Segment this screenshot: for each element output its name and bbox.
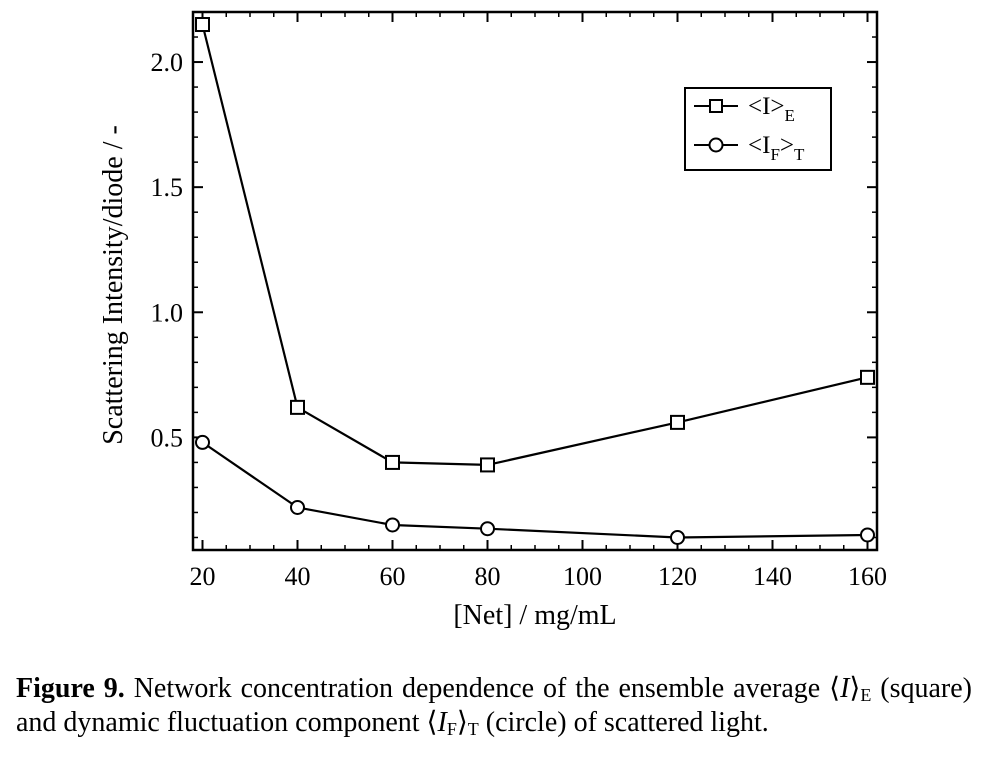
data-point-circle-60 <box>385 517 400 533</box>
x-tick-label-100: 100 <box>563 562 602 591</box>
x-tick-label-20: 20 <box>190 562 216 591</box>
data-point-circle-40 <box>290 499 305 515</box>
legend-label-fluctuation-sub-inner: F <box>770 145 779 164</box>
data-point-circle-20 <box>195 434 210 450</box>
caption-sub-2: F <box>446 719 457 739</box>
caption-sub-1: E <box>860 685 872 705</box>
legend-marker-circle <box>708 137 724 153</box>
legend-label-fluctuation-main: <I <box>748 132 770 159</box>
series-line-ensemble-average <box>201 24 868 467</box>
y-tick-label-1.5: 1.5 <box>151 173 184 202</box>
legend-marker-square <box>709 99 723 113</box>
data-point-square-40 <box>290 399 305 415</box>
x-tick-label-140: 140 <box>753 562 792 591</box>
chart: 20 40 60 80 100 120 140 160 0.5 1.0 1.5 2.0 [Net] /… <box>98 10 888 631</box>
caption-text-5: (circle) of scattered light. <box>478 707 769 738</box>
caption-text-3: (square) and dynamic fluctuation compone… <box>16 673 972 738</box>
series-lines <box>201 24 868 539</box>
caption-italic-1: I <box>840 673 850 704</box>
x-tick-label-120: 120 <box>658 562 697 591</box>
caption-text-4: ⟩ <box>456 707 468 738</box>
series-markers <box>195 17 875 545</box>
data-point-circle-80 <box>480 521 495 537</box>
series-line-fluctuation <box>201 441 868 539</box>
legend-label-fluctuation-sub: T <box>794 145 805 164</box>
y-tick-label-2: 2.0 <box>151 48 184 77</box>
data-point-square-80 <box>480 457 495 473</box>
data-point-square-20 <box>195 17 210 33</box>
legend-label-intensity-sub: E <box>785 106 795 125</box>
caption-italic-2: I <box>437 707 447 738</box>
legend-label-fluctuation-mid: > <box>780 132 794 159</box>
legend-label-fluctuation: <IF>T <box>748 132 805 164</box>
x-tick-label-80: 80 <box>475 562 501 591</box>
data-point-circle-160 <box>860 527 875 543</box>
caption-sub-3: T <box>467 719 479 739</box>
legend-label-intensity: <I>E <box>748 93 795 125</box>
x-tick-label-60: 60 <box>380 562 406 591</box>
legend: <I>E <IF>T <box>684 87 832 171</box>
caption-label: Figure 9. <box>16 673 125 704</box>
data-point-circle-120 <box>670 529 685 545</box>
tick-labels: 20 40 60 80 100 120 140 160 0.5 1.0 1.5 2.0 <box>151 48 888 591</box>
caption-text-2: ⟩ <box>849 673 861 704</box>
caption-text-1: Network concentration dependence of the … <box>124 673 841 704</box>
data-point-square-160 <box>860 369 875 385</box>
data-point-square-120 <box>670 414 685 430</box>
data-point-square-60 <box>385 454 400 470</box>
y-tick-label-0.5: 0.5 <box>151 423 184 452</box>
x-tick-label-160: 160 <box>848 562 887 591</box>
x-axis-label: [Net] / mg/mL <box>453 600 616 631</box>
figure-caption: Figure 9. Network concentration dependen… <box>16 672 972 740</box>
x-tick-label-40: 40 <box>285 562 311 591</box>
legend-label-intensity-main: <I> <box>748 93 785 120</box>
y-tick-label-1: 1.0 <box>151 298 184 327</box>
y-axis-label: Scattering Intensity/diode / - <box>98 125 129 445</box>
